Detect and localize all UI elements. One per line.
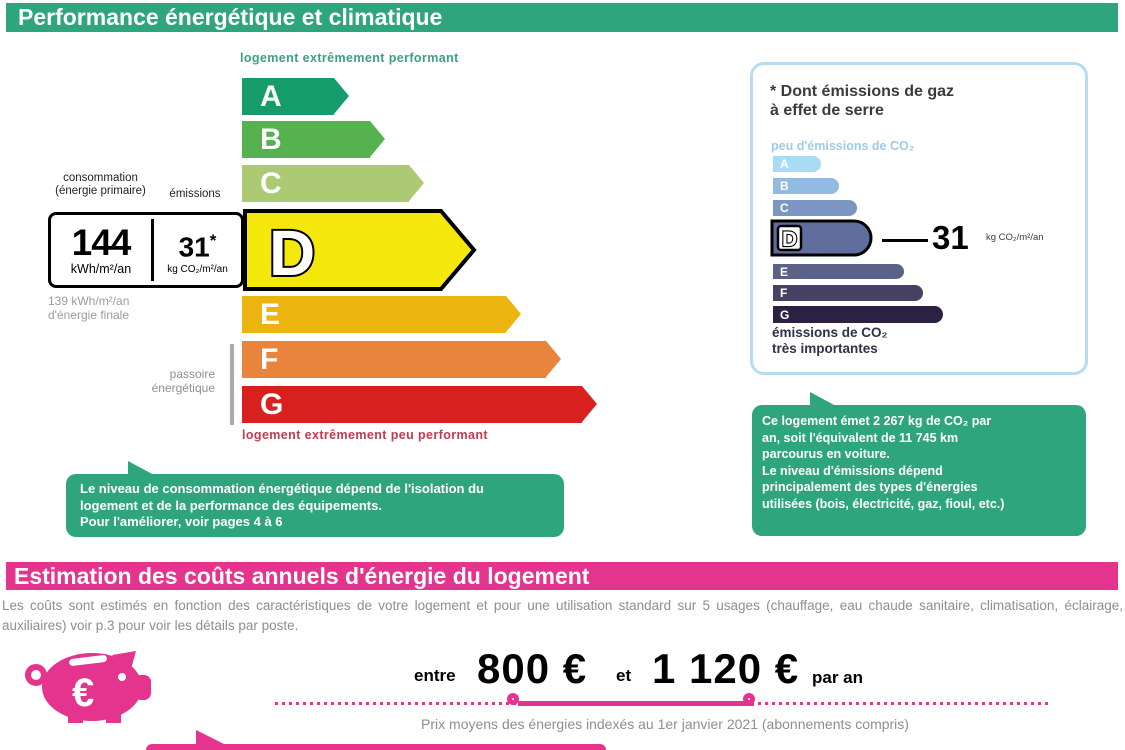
costs-description: Les coûts sont estimés en fonction des c… — [2, 598, 1123, 633]
ges-class-e: E — [773, 264, 904, 279]
callout-tail-icon — [196, 730, 224, 744]
energy-class-g-label: G — [260, 388, 284, 421]
piggy-euro-symbol: € — [72, 671, 94, 715]
callout-tail-icon — [128, 461, 154, 475]
passoire-label: passoire énergétique — [151, 367, 215, 395]
cost-word-par-an: par an — [812, 668, 864, 687]
ges-class-g: G — [773, 306, 943, 323]
ges-class-a: A — [773, 156, 821, 172]
callout-tail-icon — [810, 392, 836, 406]
energy-class-c: C — [242, 165, 424, 202]
arrow-tip-icon — [409, 165, 424, 201]
cost-min-value: 800 € — [477, 645, 588, 692]
energy-class-f: F — [242, 341, 561, 378]
caption-most-efficient: logement extrêmement performant — [240, 51, 459, 65]
passoire-bracket — [230, 344, 234, 425]
ges-connector-line — [882, 239, 928, 242]
co2-value: 31* — [178, 231, 217, 263]
ges-class-d-label: D — [782, 228, 797, 251]
asterisk: * — [209, 231, 217, 251]
energy-class-e: E — [242, 296, 521, 333]
caption-least-efficient: logement extrêmement peu performant — [242, 428, 488, 442]
cost-range-min-marker — [507, 693, 519, 705]
arrow-tip-icon — [370, 121, 385, 157]
energy-class-d-label: D — [269, 217, 315, 289]
price-index-footnote: Prix moyens des énergies indexés au 1er … — [421, 716, 909, 732]
consumption-value-box: 144 kWh/m²/an 31* kg CO₂/m²/an — [48, 212, 244, 288]
emissions-label: émissions — [169, 188, 221, 200]
ges-low-emissions-caption: peu d'émissions de CO₂ — [771, 139, 915, 153]
cost-range-max-marker — [743, 693, 755, 705]
cost-word-et: et — [616, 666, 632, 685]
energy-section-title: Performance énergétique et climatique — [6, 3, 1118, 32]
energy-value: 144 — [71, 222, 132, 263]
ges-panel-title: * Dont émissions de gaz à effet de serre — [770, 83, 955, 119]
energy-class-c-label: C — [260, 167, 282, 200]
ges-class-b: B — [773, 178, 839, 194]
ges-high-emissions-caption: émissions de CO₂ très importantes — [772, 325, 888, 356]
piggy-bank-icon: € — [25, 651, 151, 723]
ges-callout: Ce logement émet 2 267 kg de CO₂ par an,… — [752, 405, 1086, 536]
co2-value-cell: 31* kg CO₂/m²/an — [154, 215, 241, 285]
cost-range-solid-segment — [518, 701, 754, 706]
energy-class-g: G — [242, 386, 597, 423]
co2-unit: kg CO₂/m²/an — [167, 263, 228, 275]
box-divider — [151, 219, 154, 281]
energy-value-cell: 144 kWh/m²/an — [51, 215, 151, 285]
ges-class-c: C — [773, 200, 857, 216]
consumption-label: consommation (énergie primaire) — [55, 172, 146, 197]
cost-word-entre: entre — [414, 666, 456, 685]
arrow-tip-icon — [506, 296, 521, 332]
energy-class-a-label: A — [260, 80, 282, 113]
bottom-callout-cutoff — [146, 744, 606, 750]
arrow-tip-icon — [546, 341, 561, 377]
energy-class-f-label: F — [260, 343, 279, 376]
energy-class-e-label: E — [260, 298, 281, 331]
ges-unit: kg CO₂/m²/an — [986, 232, 1044, 243]
arrow-tip-icon — [582, 386, 597, 422]
energy-class-d-active-arrow: D — [243, 209, 477, 291]
ges-class-f: F — [773, 285, 923, 301]
energy-class-b: B — [242, 121, 385, 158]
energy-callout: Le niveau de consommation énergétique dé… — [66, 474, 564, 537]
final-energy-note: 139 kWh/m²/an d'énergie finale — [48, 294, 130, 322]
ges-value: 31 — [932, 219, 969, 256]
ges-class-d-active-bar: D — [770, 219, 873, 257]
arrow-tip-icon — [334, 78, 349, 114]
energy-class-a: A — [242, 78, 349, 115]
energy-unit: kWh/m²/an — [70, 262, 132, 276]
cost-max-value: 1 120 € — [652, 645, 800, 692]
costs-section-title: Estimation des coûts annuels d'énergie d… — [6, 562, 1118, 590]
energy-class-b-label: B — [260, 123, 282, 156]
